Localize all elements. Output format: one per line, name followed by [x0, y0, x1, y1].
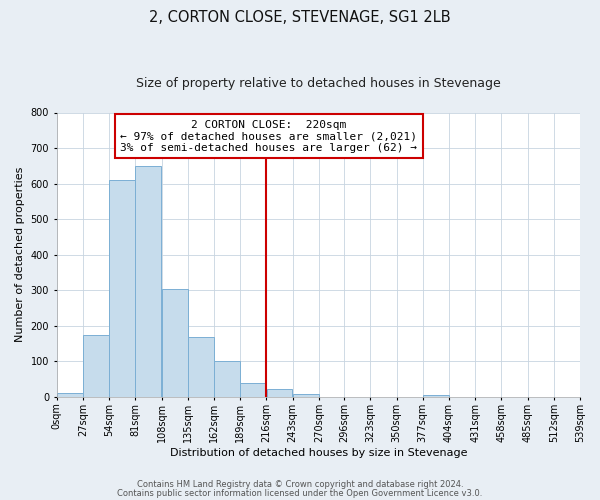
- Text: Contains public sector information licensed under the Open Government Licence v3: Contains public sector information licen…: [118, 489, 482, 498]
- Bar: [214, 362, 240, 397]
- Bar: [423, 395, 449, 397]
- X-axis label: Distribution of detached houses by size in Stevenage: Distribution of detached houses by size …: [170, 448, 467, 458]
- Title: Size of property relative to detached houses in Stevenage: Size of property relative to detached ho…: [136, 78, 501, 90]
- Bar: [57, 394, 83, 397]
- Text: 2, CORTON CLOSE, STEVENAGE, SG1 2LB: 2, CORTON CLOSE, STEVENAGE, SG1 2LB: [149, 10, 451, 25]
- Bar: [241, 383, 266, 397]
- Bar: [266, 389, 292, 397]
- Bar: [109, 180, 135, 397]
- Bar: [188, 336, 214, 397]
- Text: Contains HM Land Registry data © Crown copyright and database right 2024.: Contains HM Land Registry data © Crown c…: [137, 480, 463, 489]
- Bar: [83, 335, 109, 397]
- Bar: [293, 394, 319, 397]
- Text: 2 CORTON CLOSE:  220sqm
← 97% of detached houses are smaller (2,021)
3% of semi-: 2 CORTON CLOSE: 220sqm ← 97% of detached…: [120, 120, 417, 153]
- Y-axis label: Number of detached properties: Number of detached properties: [15, 167, 25, 342]
- Bar: [136, 166, 161, 397]
- Bar: [161, 288, 188, 397]
